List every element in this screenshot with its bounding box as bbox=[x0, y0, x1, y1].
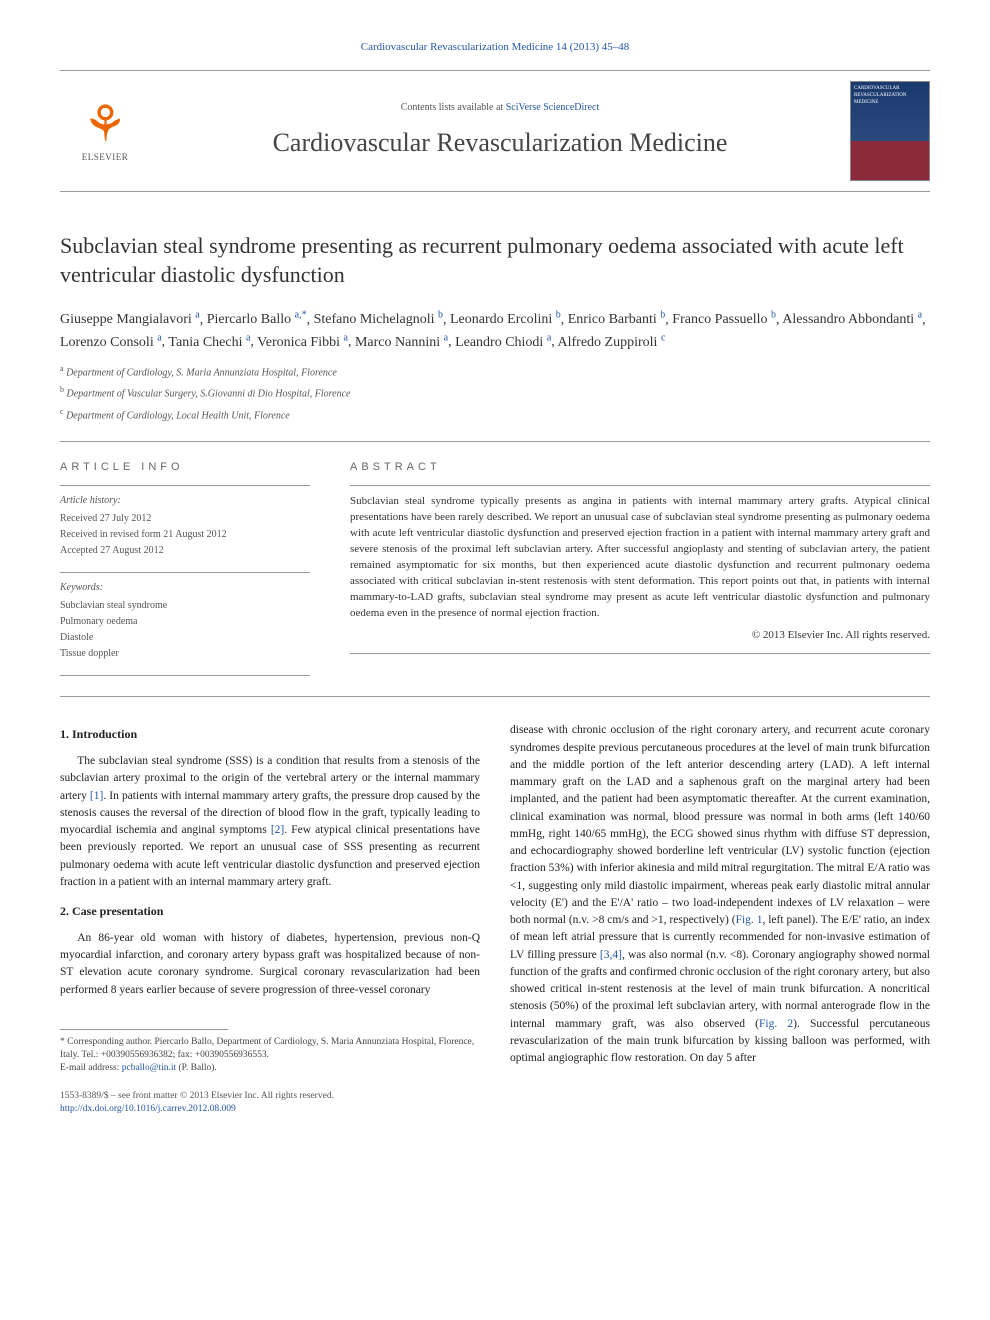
keywords-label: Keywords: bbox=[60, 581, 310, 595]
author-name: Alessandro Abbondanti a bbox=[782, 312, 922, 327]
affiliation-list: a Department of Cardiology, S. Maria Ann… bbox=[60, 363, 930, 423]
abstract-bottom-rule bbox=[350, 653, 930, 654]
front-matter-footer: 1553-8389/$ – see front matter © 2013 El… bbox=[60, 1090, 480, 1117]
info-abstract-row: ARTICLE INFO Article history: Received 2… bbox=[60, 460, 930, 676]
cover-text: CARDIOVASCULAR REVASCULARIZATION MEDICIN… bbox=[854, 85, 926, 106]
author-email-link[interactable]: pcballo@tin.it bbox=[122, 1063, 176, 1073]
affiliation-item: c Department of Cardiology, Local Health… bbox=[60, 406, 930, 423]
author-name: Veronica Fibbi a bbox=[257, 335, 348, 350]
author-name: Marco Nannini a bbox=[355, 335, 448, 350]
info-bottom-rule bbox=[60, 675, 310, 676]
author-name: Lorenzo Consoli a bbox=[60, 335, 162, 350]
divider-top bbox=[60, 441, 930, 442]
journal-citation-link[interactable]: Cardiovascular Revascularization Medicin… bbox=[60, 40, 930, 55]
article-title: Subclavian steal syndrome presenting as … bbox=[60, 232, 930, 289]
citation-link[interactable]: [3,4] bbox=[600, 949, 622, 961]
author-name: Leandro Chiodi a bbox=[455, 335, 551, 350]
front-matter-line: 1553-8389/$ – see front matter © 2013 El… bbox=[60, 1090, 480, 1103]
abstract-heading: ABSTRACT bbox=[350, 460, 930, 475]
author-name: Piercarlo Ballo a,* bbox=[207, 312, 307, 327]
footnote-text: * Corresponding author. Piercarlo Ballo,… bbox=[60, 1037, 474, 1060]
elsevier-tree-icon: ⚘ bbox=[83, 99, 128, 149]
abstract-copyright: © 2013 Elsevier Inc. All rights reserved… bbox=[350, 628, 930, 643]
corresponding-author-footnote: * Corresponding author. Piercarlo Ballo,… bbox=[60, 1036, 480, 1076]
author-list: Giuseppe Mangialavori a, Piercarlo Ballo… bbox=[60, 308, 930, 353]
header-center: Contents lists available at SciVerse Sci… bbox=[150, 101, 850, 161]
history-label: Article history: bbox=[60, 494, 310, 508]
author-name: Alfredo Zuppiroli c bbox=[558, 335, 666, 350]
affiliation-item: a Department of Cardiology, S. Maria Ann… bbox=[60, 363, 930, 380]
footnote-separator bbox=[60, 1029, 228, 1030]
keyword-item: Diastole bbox=[60, 631, 310, 645]
contents-available-line: Contents lists available at SciVerse Sci… bbox=[165, 101, 835, 115]
keywords-block: Keywords: Subclavian steal syndrome Pulm… bbox=[60, 572, 310, 661]
elsevier-logo[interactable]: ⚘ ELSEVIER bbox=[60, 81, 150, 181]
figure-link[interactable]: Fig. 2 bbox=[759, 1018, 793, 1030]
case-paragraph-2: disease with chronic occlusion of the ri… bbox=[510, 722, 930, 1067]
abstract-text: Subclavian steal syndrome typically pres… bbox=[350, 494, 930, 622]
journal-cover-thumbnail[interactable]: CARDIOVASCULAR REVASCULARIZATION MEDICIN… bbox=[850, 81, 930, 181]
figure-link[interactable]: Fig. 1 bbox=[736, 914, 763, 926]
revised-date: Received in revised form 21 August 2012 bbox=[60, 528, 310, 542]
author-name: Franco Passuello b bbox=[672, 312, 776, 327]
received-date: Received 27 July 2012 bbox=[60, 512, 310, 526]
body-two-column: 1. Introduction The subclavian steal syn… bbox=[60, 722, 930, 1116]
intro-paragraph: The subclavian steal syndrome (SSS) is a… bbox=[60, 753, 480, 891]
case-paragraph-1: An 86-year old woman with history of dia… bbox=[60, 930, 480, 999]
divider-mid bbox=[60, 696, 930, 697]
author-name: Enrico Barbanti b bbox=[568, 312, 666, 327]
elsevier-label: ELSEVIER bbox=[82, 151, 129, 164]
keyword-item: Pulmonary oedema bbox=[60, 615, 310, 629]
journal-name: Cardiovascular Revascularization Medicin… bbox=[165, 125, 835, 161]
author-name: Giuseppe Mangialavori a bbox=[60, 312, 200, 327]
section-heading-case: 2. Case presentation bbox=[60, 903, 480, 920]
journal-header: ⚘ ELSEVIER Contents lists available at S… bbox=[60, 70, 930, 192]
citation-link[interactable]: [1] bbox=[90, 790, 103, 802]
email-suffix: (P. Ballo). bbox=[179, 1063, 217, 1073]
keyword-item: Tissue doppler bbox=[60, 647, 310, 661]
abstract-top-rule bbox=[350, 485, 930, 486]
author-name: Leonardo Ercolini b bbox=[450, 312, 561, 327]
abstract-column: ABSTRACT Subclavian steal syndrome typic… bbox=[350, 460, 930, 676]
contents-prefix: Contents lists available at bbox=[401, 102, 506, 113]
section-heading-introduction: 1. Introduction bbox=[60, 726, 480, 743]
citation-anchor[interactable]: Cardiovascular Revascularization Medicin… bbox=[361, 41, 630, 53]
doi-link[interactable]: http://dx.doi.org/10.1016/j.carrev.2012.… bbox=[60, 1104, 236, 1114]
sciencedirect-link[interactable]: SciVerse ScienceDirect bbox=[506, 102, 600, 113]
affiliation-item: b Department of Vascular Surgery, S.Giov… bbox=[60, 384, 930, 401]
citation-link[interactable]: [2] bbox=[271, 824, 284, 836]
article-history-block: Article history: Received 27 July 2012 R… bbox=[60, 485, 310, 558]
author-name: Tania Chechi a bbox=[168, 335, 250, 350]
accepted-date: Accepted 27 August 2012 bbox=[60, 544, 310, 558]
keyword-item: Subclavian steal syndrome bbox=[60, 599, 310, 613]
author-name: Stefano Michelagnoli b bbox=[314, 312, 443, 327]
article-info-heading: ARTICLE INFO bbox=[60, 460, 310, 475]
email-label: E-mail address: bbox=[60, 1063, 122, 1073]
article-info-column: ARTICLE INFO Article history: Received 2… bbox=[60, 460, 310, 676]
